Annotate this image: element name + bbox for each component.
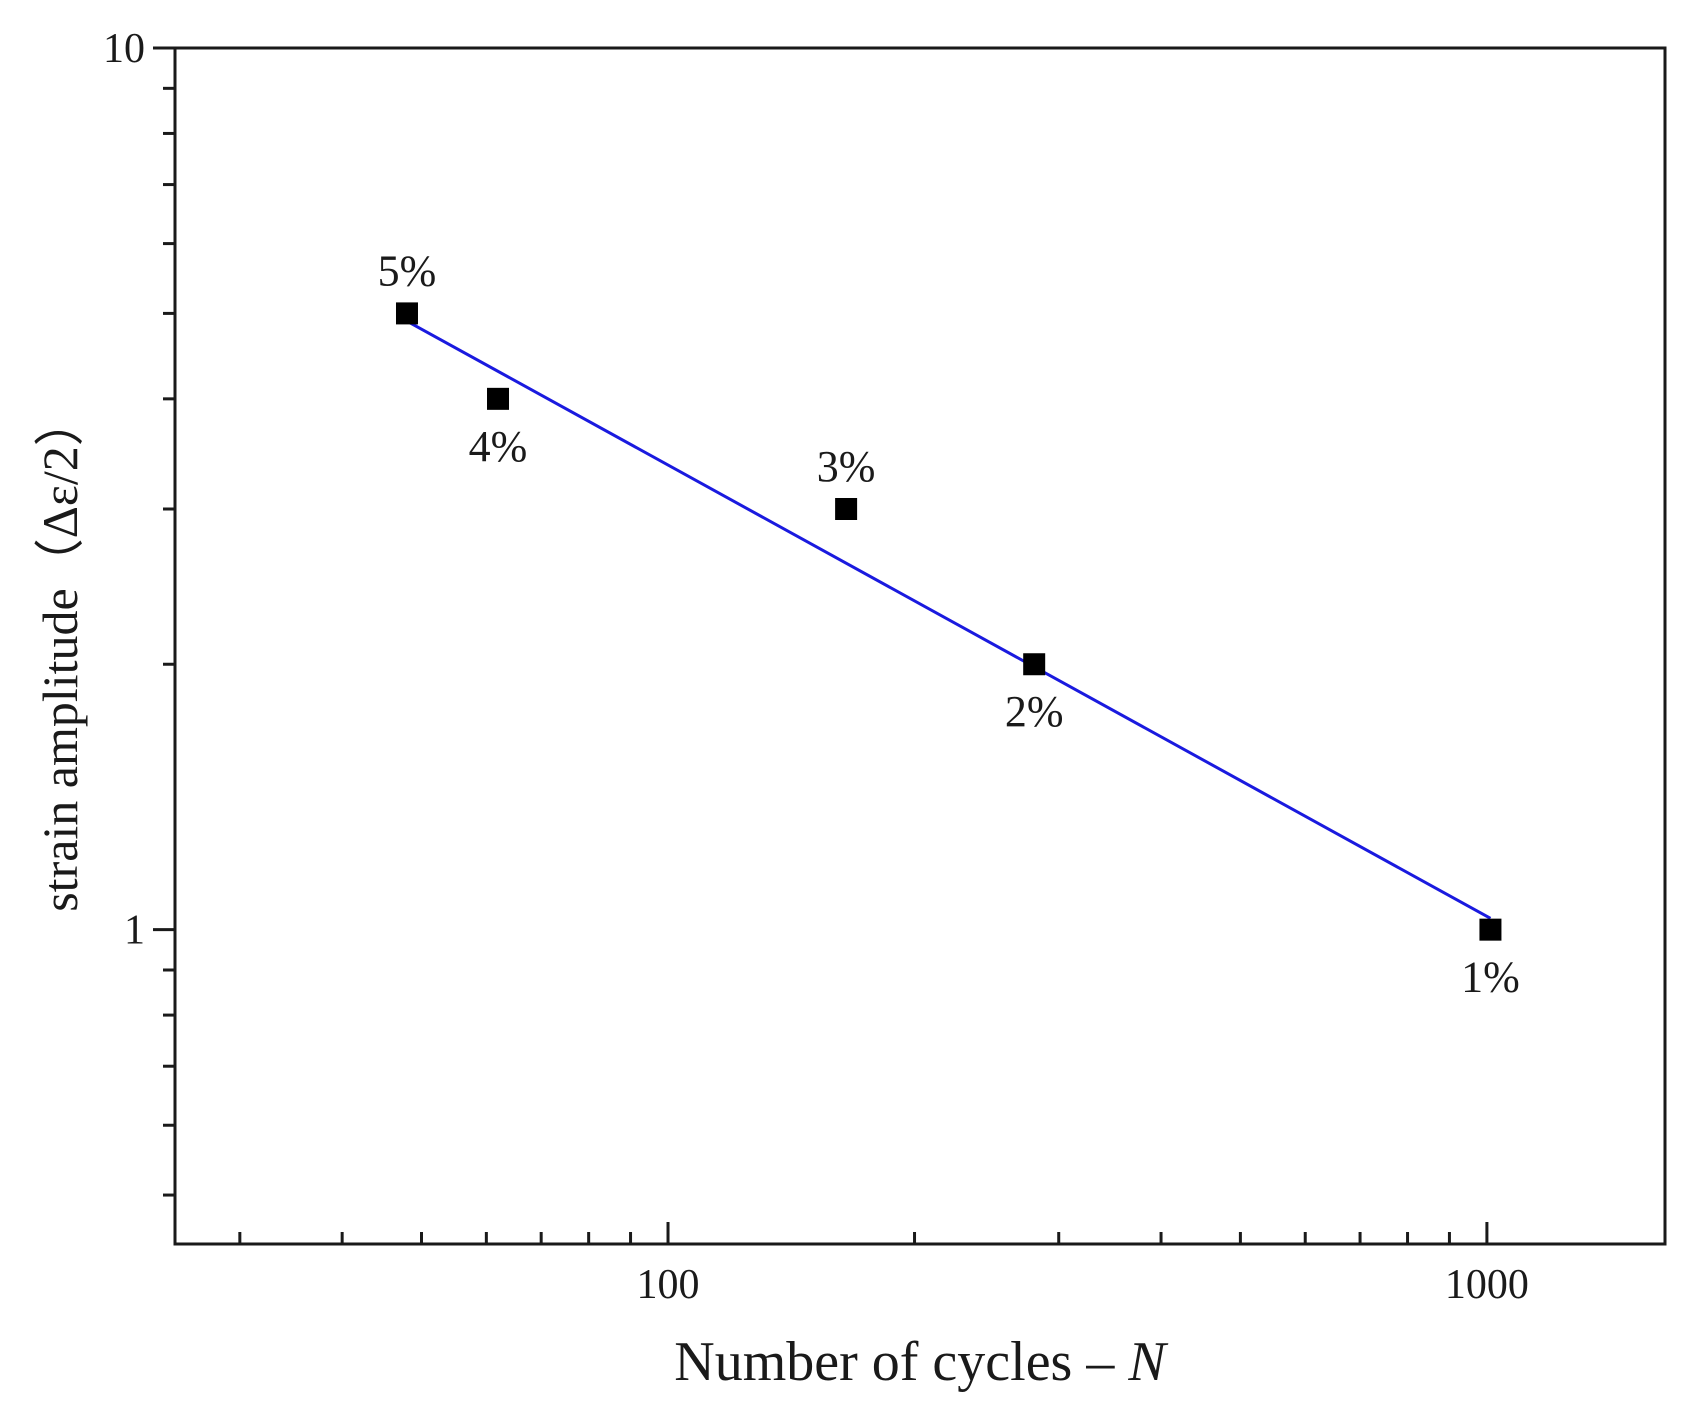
- data-point-label: 1%: [1461, 953, 1520, 1002]
- data-point-label: 5%: [378, 246, 437, 295]
- data-markers: [395, 302, 1502, 941]
- data-point-marker: [487, 387, 510, 410]
- data-point-marker: [835, 497, 858, 520]
- y-axis-ticks: [153, 46, 175, 1197]
- fit-line: [406, 319, 1492, 920]
- x-axis-label: Number of cycles – N: [674, 1331, 1168, 1393]
- x-axis-tick-labels: 100 1000: [637, 1262, 1529, 1308]
- x-axis-label-text: Number of cycles –: [674, 1331, 1128, 1393]
- data-point-label: 2%: [1005, 687, 1064, 736]
- x-tick-label: 100: [637, 1262, 700, 1308]
- y-axis-tick-labels: 1 10: [103, 26, 145, 954]
- data-point-marker: [1023, 653, 1046, 676]
- y-axis-label: strain amplitude（Δε/2）: [32, 396, 88, 912]
- x-axis-label-variable: N: [1127, 1331, 1168, 1393]
- data-point-label: 4%: [469, 422, 528, 471]
- x-axis-ticks: [238, 1222, 1489, 1244]
- data-point-marker: [395, 302, 418, 325]
- data-point-marker: [1479, 918, 1502, 941]
- plot-frame: [173, 46, 1667, 1246]
- y-tick-label: 1: [124, 908, 145, 954]
- y-tick-label: 10: [103, 26, 145, 72]
- data-point-label: 3%: [817, 442, 876, 491]
- data-point-labels: 5% 4% 3% 2% 1%: [378, 246, 1520, 1001]
- x-tick-label: 1000: [1445, 1262, 1529, 1308]
